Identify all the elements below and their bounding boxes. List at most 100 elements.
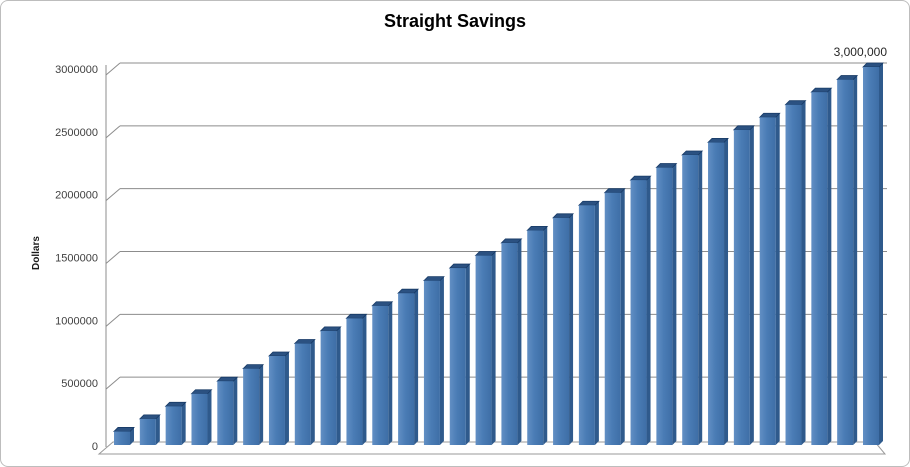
y-tick-label: 2500000 [55,127,98,139]
bar [114,431,130,445]
bar-side [853,75,858,446]
chart-title: Straight Savings [383,11,527,31]
bar-side [594,201,599,445]
bar [423,280,440,445]
bar-top [681,150,704,156]
bar [759,117,776,446]
bar-top [319,326,342,332]
bar-top [422,276,445,282]
y-tick-label: 2000000 [55,190,98,202]
bar-top [707,137,730,143]
bar-top [810,87,833,93]
bar-top [474,251,497,256]
bar-side [879,63,883,445]
bar [578,205,595,445]
bar [320,330,337,445]
grid-notch [105,251,121,264]
bar-top [164,401,187,407]
bar [139,418,156,445]
bar [811,92,828,445]
bar-top [345,313,368,319]
bar [708,142,725,445]
bar [501,242,518,445]
bar-top [190,389,213,395]
bar-side [646,176,651,445]
bar-side [827,88,832,445]
grid-notch [105,188,121,202]
bar [785,104,802,445]
y-tick-label: 0 [92,441,98,453]
bar-side [517,238,522,445]
bar [217,381,234,445]
bar-side [130,427,134,445]
bar [449,268,466,445]
bar-top [784,100,807,106]
bar [837,79,854,446]
bar [682,154,699,445]
bar-top [138,414,161,420]
bar-side [233,377,238,445]
grid-notch [105,62,121,76]
bar-top [862,62,884,68]
bar [398,293,415,445]
bar [604,192,621,445]
y-tick-label: 1500000 [55,253,98,265]
bar-side [181,402,186,445]
bar-side [310,339,315,445]
bar-side [259,364,264,445]
bar [733,129,750,446]
bar-top [267,351,290,357]
bar-top [603,188,626,194]
bar [346,318,363,445]
bar [553,217,570,445]
bar [268,356,285,445]
bar-side [284,352,289,445]
bar [243,368,260,445]
grid-notch [105,313,121,327]
bar-side [207,389,212,445]
bar-side [336,326,341,445]
y-tick-label: 500000 [61,378,98,390]
bar-side [362,314,367,445]
grid-notch [105,376,121,390]
bar-top [526,225,549,231]
bar-side [569,213,574,445]
bar-side [543,226,548,445]
bar [475,255,492,445]
bar-top [242,364,265,370]
bar [527,230,544,445]
bar-side [155,414,160,445]
bar-side [388,301,393,445]
bar-top [758,112,781,118]
y-tick-label: 1000000 [55,315,98,327]
bar [656,167,673,446]
bar-side [414,289,419,445]
bar-top [371,301,394,307]
bar-side [724,138,729,445]
bar [630,180,647,445]
bar [294,343,311,445]
grid-notch [105,125,121,139]
bar-side [749,125,754,445]
bar-top [500,238,523,244]
bar-top [577,200,600,206]
bar-top [552,213,575,219]
bar-top [293,339,316,344]
bar-side [465,264,470,445]
bar-top [629,175,652,181]
bar [372,305,389,445]
bar-top [113,427,135,432]
bar-side [775,113,780,446]
bar-top [732,125,755,131]
bar-side [491,251,496,445]
y-tick-label: 3000000 [55,64,98,76]
bar-top [448,263,471,269]
bar [863,67,879,445]
bar-top [836,75,859,80]
bar-top [655,163,678,168]
bar-top [216,376,239,382]
bar-side [439,276,444,445]
bar-top [397,288,420,294]
